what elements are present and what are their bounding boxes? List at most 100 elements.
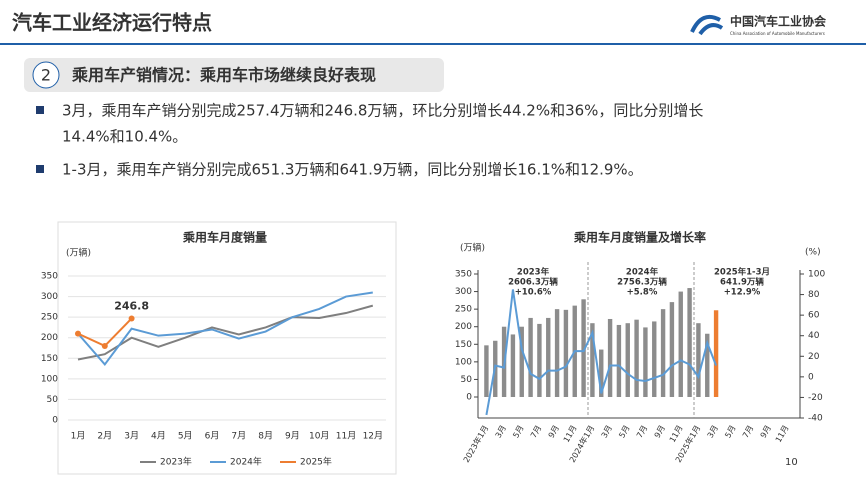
annotation: +5.8% — [627, 288, 658, 298]
bar — [696, 323, 701, 397]
annotation: 2024年 — [626, 267, 659, 278]
bullet — [36, 106, 44, 114]
page-number: 10 — [785, 457, 798, 468]
x-tick-label: 8月 — [258, 431, 273, 442]
x-tick-label: 3月 — [124, 431, 139, 442]
y-tick-label: 300 — [41, 292, 58, 302]
bullet-text: 3月，乘用车产销分别完成257.4万辆和246.8万辆，环比分别增长44.2%和… — [62, 102, 703, 120]
y-tick-label: 350 — [455, 270, 472, 280]
y2-tick-label: 60 — [808, 311, 820, 321]
annotation: +12.9% — [724, 288, 761, 298]
x-tick-label: 10月 — [309, 431, 329, 442]
annotation: 2756.3万辆 — [617, 277, 667, 288]
annotation: 2025年1-3月 — [714, 267, 770, 278]
slide-title: 汽车工业经济运行特点 — [12, 11, 212, 35]
bar — [687, 288, 692, 397]
annotation: +10.6% — [515, 288, 552, 298]
y-tick-label: 200 — [41, 333, 58, 343]
y-tick-label: 350 — [41, 272, 58, 282]
bar — [678, 291, 683, 397]
x-tick-label: 11月 — [336, 431, 356, 442]
bar — [713, 310, 719, 397]
y-tick-label: 300 — [455, 287, 472, 297]
bar — [669, 302, 675, 397]
y2-tick-label: -20 — [808, 393, 823, 403]
y-tick-label: 150 — [41, 354, 58, 364]
bar — [554, 309, 560, 397]
y2-tick-label: 0 — [808, 372, 814, 382]
legend-label: 2024年 — [230, 456, 262, 468]
data-label: 246.8 — [114, 299, 149, 312]
bullet-text: 14.4%和10.4%。 — [62, 128, 187, 146]
x-tick-label: 1月 — [71, 431, 86, 442]
x-tick-label: 9月 — [285, 431, 300, 442]
bar — [625, 323, 630, 397]
bar — [660, 309, 666, 397]
bar — [590, 323, 595, 397]
bullet — [36, 165, 44, 173]
section-number: 2 — [41, 66, 51, 85]
bar — [484, 345, 489, 397]
bar — [652, 321, 657, 397]
point — [128, 315, 135, 322]
annotation: 641.9万辆 — [720, 277, 764, 288]
y-tick-label: 250 — [455, 305, 472, 315]
y2-tick-label: 80 — [808, 290, 820, 300]
bar — [705, 333, 710, 397]
x-tick-label: 4月 — [151, 431, 166, 442]
chart-frame — [57, 221, 397, 475]
y2-unit: (%) — [805, 248, 821, 258]
y2-tick-label: 100 — [808, 270, 825, 280]
x-tick-label: 12月 — [363, 431, 383, 442]
line — [485, 289, 718, 416]
bar — [528, 317, 533, 397]
y-tick-label: 0 — [52, 416, 58, 426]
chart-title: 乘用车月度销量及增长率 — [573, 230, 706, 245]
org-en: China Association of Automobile Manufact… — [730, 31, 825, 36]
bar — [581, 299, 586, 397]
bar — [510, 334, 516, 397]
x-tick-label: 6月 — [205, 431, 220, 442]
y-unit: (万辆) — [460, 242, 485, 254]
logo — [690, 15, 724, 36]
y-tick-label: 100 — [455, 357, 472, 367]
y2-tick-label: 40 — [808, 331, 820, 341]
section-box — [24, 58, 444, 92]
y-tick-label: 50 — [461, 375, 473, 385]
point — [75, 330, 81, 337]
line — [77, 304, 374, 361]
bar — [546, 317, 551, 397]
bullet-text: 1-3月，乘用车产销分别完成651.3万辆和641.9万辆，同比分别增长16.1… — [62, 161, 643, 179]
y-unit: (万辆) — [66, 247, 91, 259]
y-tick-label: 150 — [455, 340, 472, 350]
x-tick-label: 5月 — [178, 431, 193, 442]
y-tick-label: 50 — [47, 395, 59, 405]
line — [77, 291, 373, 367]
y-tick-label: 250 — [41, 313, 58, 323]
y-tick-label: 100 — [41, 374, 58, 384]
bar — [607, 318, 613, 397]
bar — [643, 327, 648, 397]
y-tick-label: 0 — [466, 393, 472, 403]
bar — [634, 319, 639, 397]
y-tick-label: 200 — [455, 322, 472, 332]
bar — [599, 349, 604, 397]
y2-tick-label: -40 — [808, 414, 823, 424]
bar — [519, 326, 524, 397]
annotation: 2023年 — [517, 267, 550, 278]
annotation: 2606.3万辆 — [508, 277, 558, 288]
x-tick-label: 2月 — [97, 431, 112, 442]
y2-tick-label: 20 — [808, 352, 820, 362]
bar — [616, 324, 622, 397]
x-tick-label: 7月 — [231, 431, 246, 442]
legend-label: 2023年 — [160, 456, 192, 468]
legend-label: 2025年 — [300, 456, 332, 468]
org-name: 中国汽车工业协会 — [730, 14, 827, 29]
point — [101, 342, 108, 349]
section-title: 乘用车产销情况：乘用车市场继续良好表现 — [71, 66, 376, 85]
section-badge — [32, 61, 60, 89]
bar — [563, 309, 569, 397]
bar — [537, 323, 542, 397]
chart-title: 乘用车月度销量 — [182, 230, 267, 245]
